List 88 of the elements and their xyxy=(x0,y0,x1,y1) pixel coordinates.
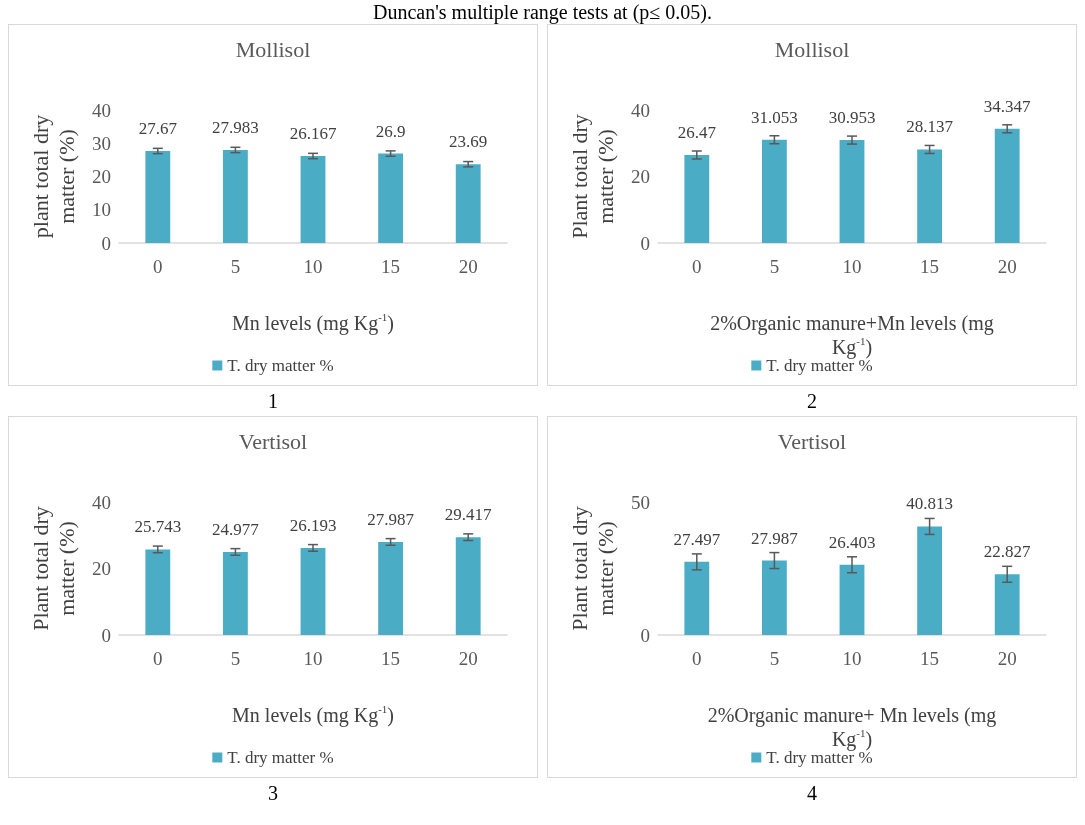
bar xyxy=(455,164,481,243)
x-tick-label: 0 xyxy=(692,256,702,277)
bar xyxy=(300,155,326,243)
y-axis-title: Plant total dry matter (%) xyxy=(566,506,618,631)
bar xyxy=(145,151,171,243)
bar xyxy=(455,537,481,635)
y-tick-label: 0 xyxy=(101,232,111,254)
data-label: 30.953 xyxy=(828,108,876,128)
bar xyxy=(839,140,865,243)
bar xyxy=(994,128,1020,243)
legend-label: T. dry matter % xyxy=(227,748,334,767)
x-tick-label: 5 xyxy=(230,648,241,669)
text: 4 xyxy=(806,781,818,806)
x-tick-label: 0 xyxy=(153,256,163,277)
bar xyxy=(222,149,248,243)
y-tick-label: 40 xyxy=(92,99,111,121)
bar xyxy=(917,149,943,243)
data-label: 34.347 xyxy=(983,96,1032,116)
x-tick-label: 20 xyxy=(997,256,1017,277)
legend-label: T. dry matter % xyxy=(227,356,334,375)
data-label: 26.193 xyxy=(289,515,337,535)
x-tick-label: 10 xyxy=(842,256,862,277)
y-tick-label: 0 xyxy=(101,624,111,646)
y-axis-title: Plant total dry matter (%) xyxy=(27,506,79,631)
y-tick-label: 40 xyxy=(92,491,111,513)
y-tick-label: 20 xyxy=(631,166,650,187)
y-tick-label: 30 xyxy=(92,132,111,154)
y-tick-label: 50 xyxy=(631,491,650,513)
data-label: 26.167 xyxy=(289,123,337,143)
text: 2 xyxy=(806,389,818,414)
x-tick-label: 15 xyxy=(381,648,401,669)
data-label: 26.9 xyxy=(375,121,406,141)
data-label: 31.053 xyxy=(751,107,798,127)
bar xyxy=(761,139,787,243)
chart-title: Mollisol xyxy=(235,36,311,62)
x-tick-label: 5 xyxy=(769,648,780,669)
x-tick-label: 15 xyxy=(920,256,940,277)
x-tick-label: 5 xyxy=(769,256,780,277)
bar xyxy=(145,549,171,635)
x-tick-label: 10 xyxy=(303,648,323,669)
text: 3 xyxy=(267,781,279,806)
x-tick-label: 15 xyxy=(920,648,940,669)
bar xyxy=(684,561,710,635)
data-label: 25.743 xyxy=(134,517,182,537)
y-tick-label: 20 xyxy=(92,166,111,187)
data-label: 27.497 xyxy=(673,529,721,549)
chart-title: Vertisol xyxy=(777,428,847,454)
x-tick-label: 20 xyxy=(458,256,478,277)
chart-title: Vertisol xyxy=(238,428,308,454)
bar xyxy=(917,526,943,635)
data-label: 40.813 xyxy=(906,494,953,514)
data-label: 29.417 xyxy=(444,505,493,525)
x-tick-label: 20 xyxy=(997,648,1017,669)
data-label: 26.47 xyxy=(677,122,717,142)
y-tick-label: 10 xyxy=(92,199,111,221)
y-axis-title: plant total dry matter (%) xyxy=(27,114,79,239)
data-label: 24.977 xyxy=(212,519,260,539)
data-label: 26.403 xyxy=(828,532,876,552)
data-label: 27.987 xyxy=(751,528,799,548)
y-tick-label: 0 xyxy=(640,232,650,254)
bar xyxy=(222,551,248,635)
text: Duncan's multiple range tests at (p≤ 0.05). xyxy=(372,0,713,24)
chart-title: Mollisol xyxy=(774,36,850,62)
text: 1 xyxy=(267,389,279,414)
x-tick-label: 10 xyxy=(303,256,323,277)
bar xyxy=(839,564,865,635)
x-tick-label: 0 xyxy=(153,648,163,669)
bar xyxy=(994,574,1020,635)
data-label: 28.137 xyxy=(906,117,954,137)
x-tick-label: 5 xyxy=(230,256,241,277)
y-tick-label: 40 xyxy=(631,99,650,121)
bar xyxy=(761,560,787,635)
y-tick-label: 0 xyxy=(640,624,650,646)
bar xyxy=(378,541,404,635)
y-tick-label: 20 xyxy=(92,558,111,579)
bar xyxy=(300,547,326,635)
data-label: 27.987 xyxy=(367,509,415,529)
x-tick-label: 20 xyxy=(458,648,478,669)
bar xyxy=(684,154,710,243)
data-label: 27.67 xyxy=(138,119,178,138)
data-label: 22.827 xyxy=(983,542,1032,562)
x-tick-label: 10 xyxy=(842,648,862,669)
bar xyxy=(378,153,404,243)
x-tick-label: 0 xyxy=(692,648,702,669)
data-label: 27.983 xyxy=(212,117,259,137)
y-axis-title: Plant total dry matter (%) xyxy=(566,114,618,239)
x-tick-label: 15 xyxy=(381,256,401,277)
data-label: 23.69 xyxy=(449,132,488,152)
